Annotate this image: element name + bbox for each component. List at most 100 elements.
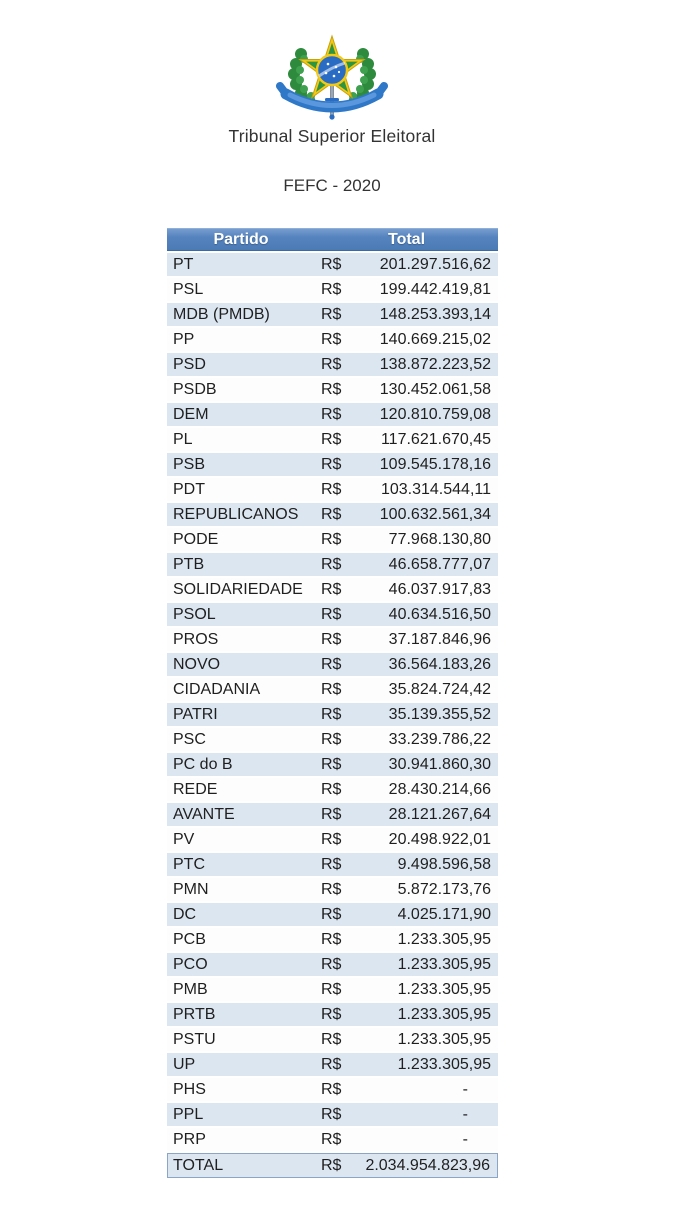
table-row: PDT R$ 103.314.544,11 [167,478,498,503]
table-row: PP R$ 140.669.215,02 [167,328,498,353]
amount-cell: 46.658.777,07 [388,556,491,573]
brazil-coat-of-arms-icon [276,24,388,122]
amount-cell: - [462,1081,468,1098]
table-row: PSL R$ 199.442.419,81 [167,278,498,303]
party-cell: PHS [173,1081,206,1098]
currency-symbol: R$ [321,706,342,723]
amount-cell: 1.233.305,95 [397,1006,491,1023]
column-header-party: Partido [213,231,269,248]
amount-cell: - [462,1106,468,1123]
party-cell: PL [173,431,193,448]
party-cell: PRP [173,1131,206,1148]
currency-symbol: R$ [321,481,342,498]
currency-symbol: R$ [321,606,342,623]
party-cell: PT [173,256,194,273]
currency-symbol: R$ [321,756,342,773]
currency-symbol: R$ [321,656,342,673]
currency-symbol: R$ [321,631,342,648]
currency-symbol: R$ [321,981,342,998]
party-cell: PRTB [173,1006,216,1023]
table-row: PRTB R$ 1.233.305,95 [167,1003,498,1028]
amount-cell: 140.669.215,02 [379,331,491,348]
table-row: AVANTE R$ 28.121.267,64 [167,803,498,828]
currency-symbol: R$ [321,1106,342,1123]
doc-subtitle: FEFC - 2020 [283,176,381,195]
currency-symbol: R$ [321,1031,342,1048]
party-cell: PCO [173,956,208,973]
party-cell: PSOL [173,606,216,623]
amount-cell: 9.498.596,58 [397,856,491,873]
table-row: PCO R$ 1.233.305,95 [167,953,498,978]
currency-symbol: R$ [321,806,342,823]
currency-symbol: R$ [321,381,342,398]
currency-symbol: R$ [321,406,342,423]
currency-symbol: R$ [321,556,342,573]
party-cell: PPL [173,1106,204,1123]
party-cell: PTB [173,556,205,573]
table-row: PROS R$ 37.187.846,96 [167,628,498,653]
amount-cell: 35.824.724,42 [388,681,491,698]
party-cell: PV [173,831,195,848]
amount-cell: 109.545.178,16 [379,456,491,473]
amount-cell: 1.233.305,95 [397,956,491,973]
party-cell: UP [173,1056,196,1073]
amount-cell: 5.872.173,76 [397,881,491,898]
page-title: Tribunal Superior Eleitoral [228,126,436,146]
party-cell: SOLIDARIEDADE [173,581,303,598]
table-row: REPUBLICANOS R$ 100.632.561,34 [167,503,498,528]
party-cell: PMN [173,881,209,898]
currency-symbol: R$ [321,1131,342,1148]
table-row: PV R$ 20.498.922,01 [167,828,498,853]
table-row: PMN R$ 5.872.173,76 [167,878,498,903]
currency-symbol: R$ [321,506,342,523]
total-label: TOTAL [173,1157,224,1174]
amount-cell: 1.233.305,95 [397,981,491,998]
currency-symbol: R$ [321,356,342,373]
currency-symbol: R$ [321,681,342,698]
table-row: PSC R$ 33.239.786,22 [167,728,498,753]
party-cell: DEM [173,406,209,423]
amount-cell: 33.239.786,22 [388,731,491,748]
table-body: PT R$ 201.297.516,62 PSL R$ 199.442.419,81 MDB… [167,253,498,1153]
table-row: UP R$ 1.233.305,95 [167,1053,498,1078]
currency-symbol: R$ [321,781,342,798]
total-amount: 2.034.954.823,96 [365,1157,490,1174]
table-row: MDB (PMDB) R$ 148.253.393,14 [167,303,498,328]
currency-symbol: R$ [321,1081,342,1098]
currency-symbol: R$ [321,931,342,948]
currency-symbol: R$ [321,256,342,273]
total-row: TOTAL R$ 2.034.954.823,96 [167,1153,498,1178]
currency-symbol: R$ [321,306,342,323]
currency-symbol: R$ [321,581,342,598]
amount-cell: 201.297.516,62 [379,256,491,273]
amount-cell: 120.810.759,08 [379,406,491,423]
currency-symbol: R$ [321,856,342,873]
party-cell: DC [173,906,197,923]
table-row: PT R$ 201.297.516,62 [167,253,498,278]
amount-cell: 46.037.917,83 [388,581,491,598]
currency-symbol: R$ [321,431,342,448]
party-cell: AVANTE [173,806,235,823]
table-row: DEM R$ 120.810.759,08 [167,403,498,428]
amount-cell: 117.621.670,45 [380,431,491,448]
amount-cell: 1.233.305,95 [397,931,491,948]
table-row: PODE R$ 77.968.130,80 [167,528,498,553]
party-cell: PSDB [173,381,217,398]
table-row: PHS R$ - [167,1078,498,1103]
amount-cell: 199.442.419,81 [379,281,491,298]
currency-symbol: R$ [321,956,342,973]
party-cell: PSTU [173,1031,216,1048]
table-row: PSOL R$ 40.634.516,50 [167,603,498,628]
party-cell: NOVO [173,656,221,673]
currency-symbol: R$ [321,531,342,548]
table-row: PSDB R$ 130.452.061,58 [167,378,498,403]
table-row: PPL R$ - [167,1103,498,1128]
currency-symbol: R$ [321,906,342,923]
party-cell: CIDADANIA [173,681,261,698]
party-cell: PCB [173,931,206,948]
fefc-table: Partido Total PT R$ 201.297.516,62 PSL R$ 199… [167,228,498,1178]
party-cell: PDT [173,481,205,498]
table-row: PSB R$ 109.545.178,16 [167,453,498,478]
party-cell: PSD [173,356,206,373]
table-row: PATRI R$ 35.139.355,52 [167,703,498,728]
